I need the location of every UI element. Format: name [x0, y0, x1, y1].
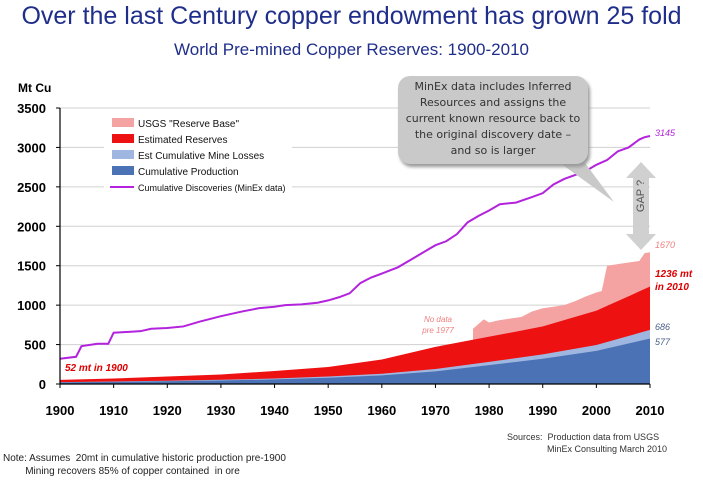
legend-label-0: USGS "Reserve Base"	[138, 119, 239, 130]
area-cumulative-production	[60, 338, 650, 384]
gap-label: GAP ?	[626, 176, 656, 216]
legend-swatch-2	[112, 150, 134, 159]
gap-label-text: GAP ?	[635, 179, 647, 213]
x-tick-label-2010: 2010	[636, 403, 665, 418]
annotation-0: 52 mt in 1900	[65, 363, 128, 374]
y-tick-label-2500: 2500	[17, 180, 46, 195]
gap-arrow-head-bottom	[626, 234, 656, 250]
legend-swatch-1	[112, 134, 134, 143]
assumptions-note: Note: Assumes 20mt in cumulative histori…	[3, 453, 286, 477]
sources-note: Sources: Production data from USGS MinEx…	[507, 432, 668, 454]
annotation-6: 577	[655, 337, 671, 347]
callout-box: MinEx data includes Inferred Resources a…	[398, 76, 588, 164]
gap-arrow-head-top	[626, 162, 656, 178]
y-tick-label-0: 0	[39, 377, 46, 392]
x-tick-label-1990: 1990	[528, 403, 557, 418]
x-tick-label-1910: 1910	[99, 403, 128, 418]
callout-text: MinEx data includes Inferred Resources a…	[405, 80, 581, 157]
x-tick-label-1950: 1950	[314, 403, 343, 418]
y-tick-label-1500: 1500	[17, 259, 46, 274]
legend-swatch-0	[112, 118, 134, 127]
y-tick-label-3000: 3000	[17, 140, 46, 155]
legend-box	[104, 113, 292, 200]
annotation-1: No data pre 1977	[421, 315, 454, 335]
annotation-2: 1236 mt in 2010	[655, 269, 693, 293]
annotation-3: 3145	[655, 128, 676, 138]
annotation-5: 686	[655, 322, 670, 332]
x-tick-label-1940: 1940	[260, 403, 289, 418]
x-tick-label-1980: 1980	[475, 403, 504, 418]
legend-swatch-3	[112, 166, 134, 175]
legend-label-2: Est Cumulative Mine Losses	[138, 151, 264, 162]
area-estimated-reserves	[60, 286, 650, 384]
gap-arrow-shaft	[633, 176, 649, 236]
x-tick-label-1900: 1900	[46, 403, 75, 418]
legend-label-1: Estimated Reserves	[138, 135, 227, 146]
callout-pointer	[560, 163, 614, 202]
y-tick-label-2000: 2000	[17, 219, 46, 234]
x-tick-label-1930: 1930	[206, 403, 235, 418]
annotations: 52 mt in 1900 No data pre 1977 1236 mt in 20…	[65, 128, 693, 374]
area-usgs-reserve-base	[473, 252, 650, 340]
headline: Over the last Century copper endowment h…	[21, 2, 682, 30]
axes: 1900 1910 1920 1930 1940 1950 1960 1970 1980 1990…	[17, 81, 664, 418]
legend: USGS "Reserve Base" Estimated Reserves Est…	[104, 113, 292, 200]
legend-label-3: Cumulative Production	[138, 167, 239, 178]
x-tick-label-1970: 1970	[421, 403, 450, 418]
chart-title: World Pre-mined Copper Reserves: 1900-20…	[174, 40, 529, 59]
y-tick-label-1000: 1000	[17, 298, 46, 313]
annotation-4: 1670	[655, 240, 675, 250]
legend-label-4: Cumulative Discoveries (MinEx data)	[138, 183, 286, 193]
y-tick-label-500: 500	[24, 338, 46, 353]
x-tick-label-1920: 1920	[153, 403, 182, 418]
x-tick-label-2000: 2000	[582, 403, 611, 418]
y-tick-label-3500: 3500	[17, 101, 46, 116]
x-tick-label-1960: 1960	[367, 403, 396, 418]
y-axis-label: Mt Cu	[18, 81, 51, 95]
